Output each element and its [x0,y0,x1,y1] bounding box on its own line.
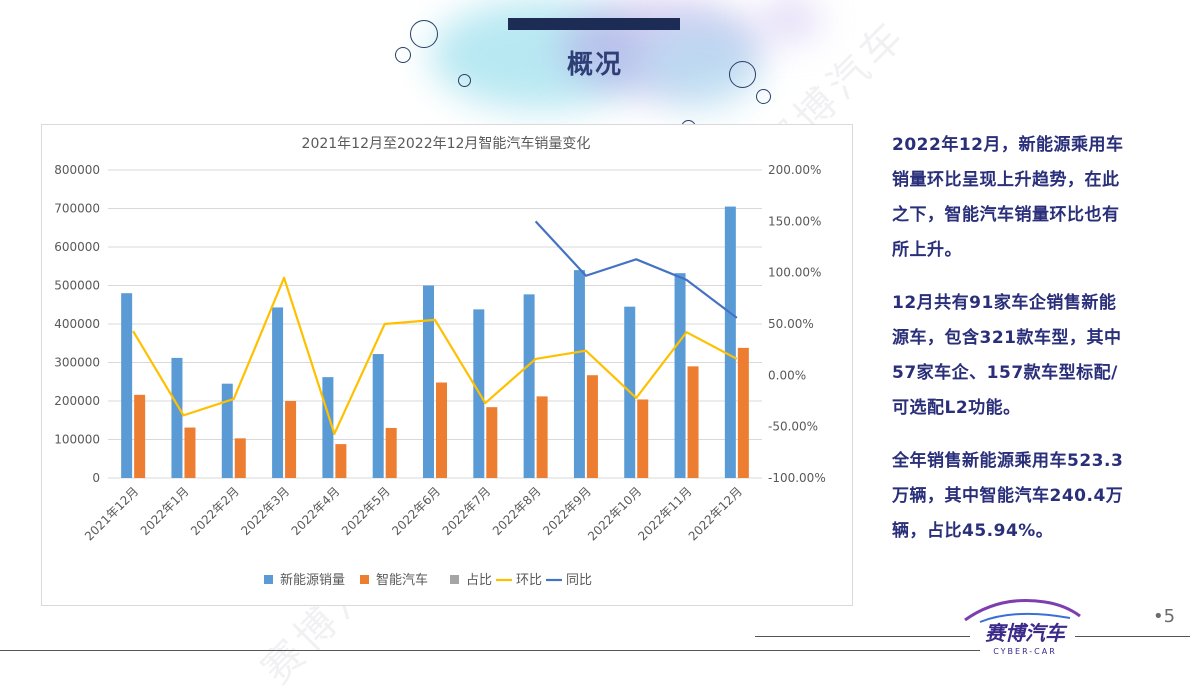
bar-smart [335,444,346,478]
x-tick-label: 2022年7月 [440,484,494,538]
bar-nev [574,270,585,478]
bar-nev [272,307,283,478]
bar-smart [386,428,397,478]
footer-divider [0,650,980,651]
x-tick-label: 2022年6月 [389,484,443,538]
x-tick-label: 2022年1月 [138,484,192,538]
sales-chart: 2021年12月至2022年12月智能汽车销量变化 0 100000 200000 30… [41,124,851,604]
x-tick-label: 2022年5月 [339,484,393,538]
bar-nev [524,294,535,478]
ink-splash [760,0,820,40]
bar-smart [134,395,145,478]
decor-circle [756,89,771,104]
decor-circle [410,20,438,48]
x-tick-label: 2022年8月 [490,484,544,538]
legend-label: 同比 [566,573,592,588]
y-right-tick-label: 150.00% [768,214,821,228]
paragraph-annual: 全年销售新能源乘用车523.3万辆，其中智能汽车240.4万辆，占比45.94%… [892,444,1128,549]
bar-smart [637,399,648,478]
bar-smart [235,438,246,478]
page-title: 概况 [520,44,670,81]
bar-nev [222,384,233,478]
y-right-tick-label: 0.00% [768,368,806,382]
y-left-tick-label: 700000 [54,202,100,216]
logo: 赛博汽车 CYBER-CAR [960,590,1090,660]
logo-subtext: CYBER-CAR [993,647,1057,656]
y-right-tick-label: -50.00% [768,420,818,434]
bar-nev [725,207,736,478]
y-right-tick-label: 100.00% [768,266,821,280]
y-left-tick-label: 400000 [54,317,100,331]
legend-swatch [360,575,369,584]
legend-label: 环比 [516,573,542,588]
y-left-tick-label: 500000 [54,279,100,293]
x-tick-label: 2022年2月 [188,484,242,538]
chart-title: 2021年12月至2022年12月智能汽车销量变化 [302,135,591,152]
logo-text: 赛博汽车 [985,621,1068,645]
paragraph-automakers: 12月共有91家车企销售新能源车，包含321款车型，其中57家车企、157款车型… [892,286,1128,426]
x-tick-label: 2021年12月 [82,484,141,543]
legend-label: 新能源销量 [280,572,345,588]
legend-swatch [450,575,459,584]
y-right-tick-label: 200.00% [768,163,821,177]
y-left-tick-label: 100000 [54,433,100,447]
decor-circle [729,61,756,88]
page-number: •5 [1153,606,1175,627]
line-yoy [536,221,737,318]
y-left-tick-label: 300000 [54,356,100,370]
bar-smart [537,396,548,478]
x-tick-label: 2022年3月 [238,484,292,538]
bar-smart [688,366,699,478]
bar-smart [738,348,749,478]
bar-nev [675,273,686,478]
legend-label: 占比 [466,573,492,588]
y-left-tick-label: 800000 [54,163,100,177]
decor-circle [458,74,471,87]
bar-smart [486,407,497,478]
legend-swatch [264,575,273,584]
bar-nev [171,358,182,478]
decor-circle [395,47,411,63]
y-right-tick-label: 50.00% [768,317,814,331]
x-tick-label: 2022年4月 [289,484,343,538]
bar-smart [285,401,296,478]
y-left-tick-label: 200000 [54,394,100,408]
y-left-tick-label: 600000 [54,240,100,254]
bar-nev [373,354,384,478]
title-bar [508,18,680,30]
legend-label: 智能汽车 [376,572,428,588]
footer-divider [1075,636,1190,637]
paragraph-trend: 2022年12月，新能源乘用车销量环比呈现上升趋势，在此之下，智能汽车销量环比也… [892,128,1128,268]
x-tick-label: 2022年9月 [540,484,594,538]
bar-smart [184,428,195,478]
bar-smart [587,375,598,478]
bar-nev [121,293,132,478]
y-right-tick-label: -100.00% [768,471,826,485]
bar-smart [436,383,447,478]
y-left-tick-label: 0 [92,471,100,485]
footer-divider [755,636,970,637]
bar-nev [423,286,434,479]
x-tick-label: 2022年12月 [686,484,745,543]
